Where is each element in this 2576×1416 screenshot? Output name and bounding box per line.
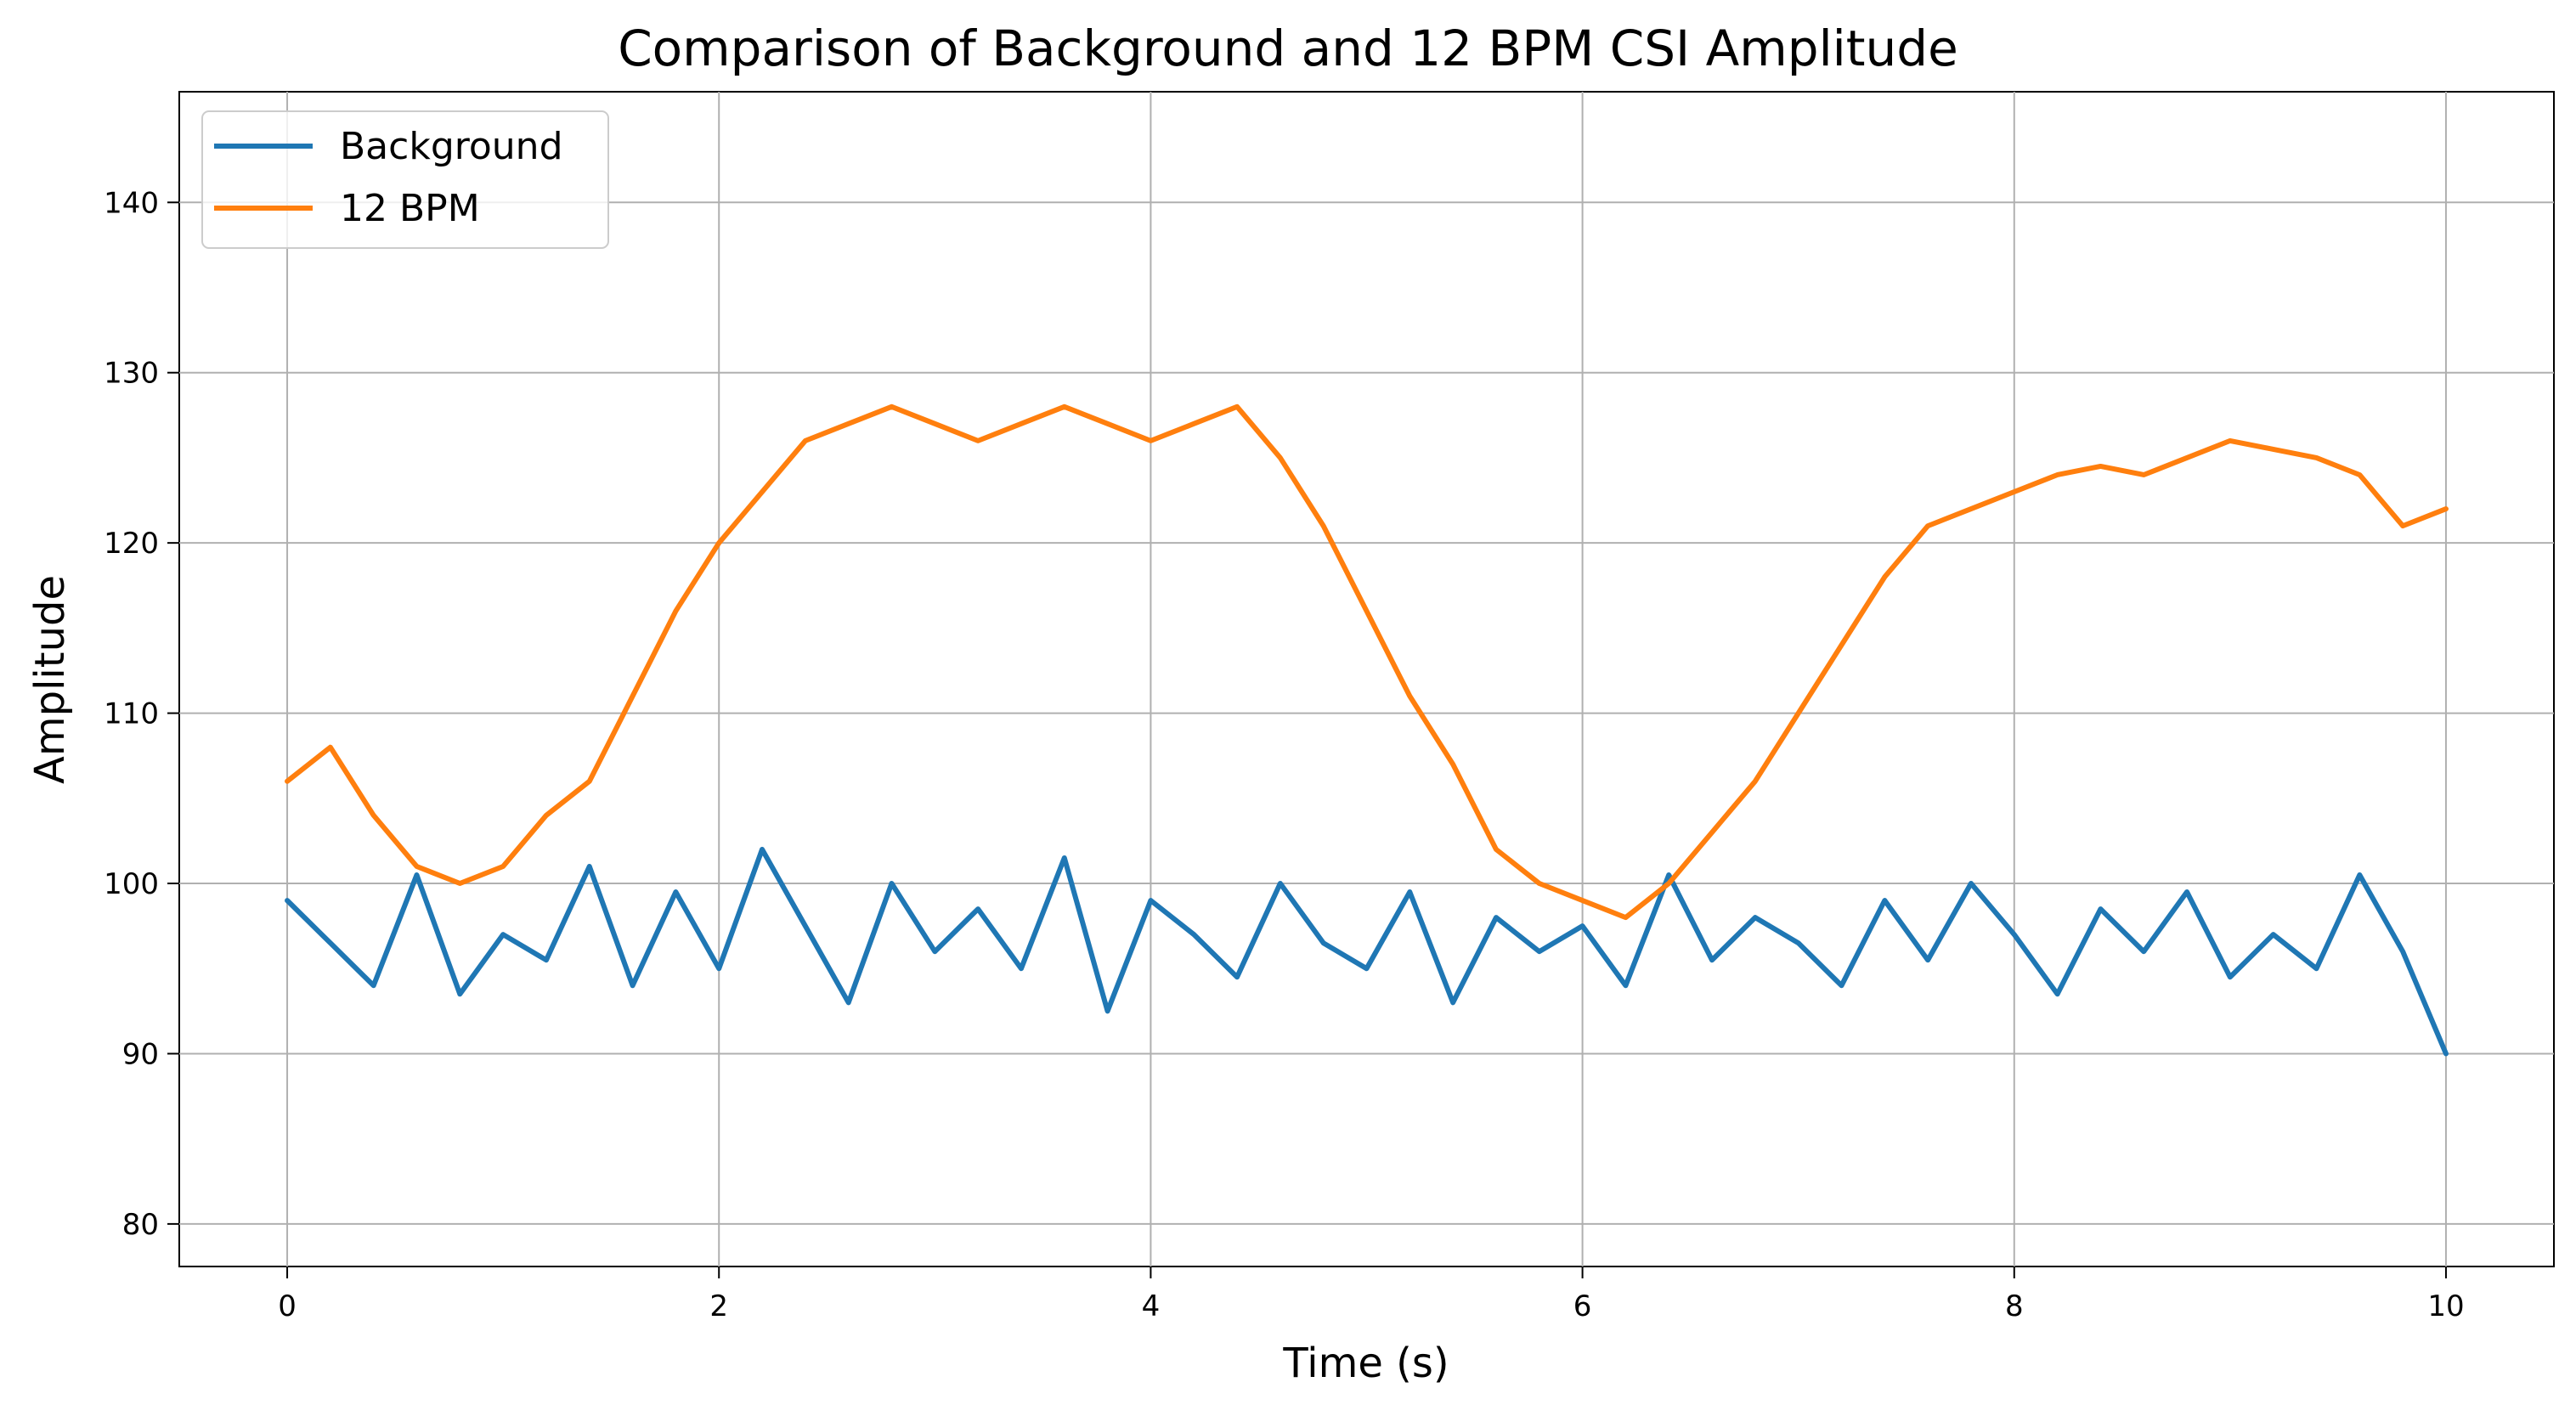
x-tick-label: 2 (709, 1289, 728, 1323)
y-axis-label: Amplitude (26, 575, 74, 784)
x-tick-label: 8 (2005, 1289, 2024, 1323)
tick-layer: 0 2 4 6 8 10 80 90 100 110 120 130 140 (104, 186, 2464, 1323)
series-12-bpm-line (285, 403, 2449, 921)
y-tick-label: 140 (104, 186, 159, 220)
legend-label-12-bpm: 12 BPM (340, 187, 480, 230)
legend-label-background: Background (340, 125, 563, 168)
x-tick-label: 0 (278, 1289, 297, 1323)
x-tick-label: 6 (1573, 1289, 1592, 1323)
series-layer (285, 403, 2449, 1057)
y-tick-label: 80 (122, 1208, 159, 1242)
x-axis-label: Time (s) (1282, 1340, 1449, 1387)
plot-area (178, 91, 2555, 1267)
x-tick-label: 10 (2427, 1289, 2464, 1323)
chart-title: Comparison of Background and 12 BPM CSI … (618, 20, 1958, 77)
legend: Background 12 BPM (201, 110, 609, 249)
grid-layer (179, 92, 2554, 1267)
y-tick-label: 100 (104, 867, 159, 901)
x-tick-label: 4 (1142, 1289, 1161, 1323)
y-tick-label: 130 (104, 357, 159, 391)
y-tick-label: 120 (104, 527, 159, 561)
y-tick-label: 110 (104, 697, 159, 731)
series-background-line (285, 846, 2449, 1057)
y-tick-label: 90 (122, 1037, 159, 1071)
